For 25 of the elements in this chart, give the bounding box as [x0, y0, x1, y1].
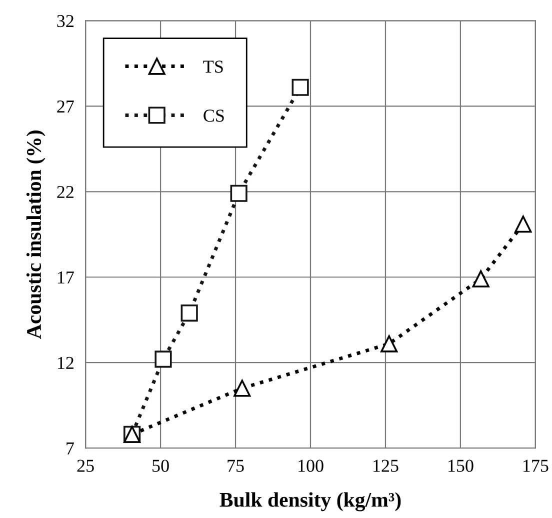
y-axis-title: Acoustic insulation (%) — [26, 130, 46, 339]
point — [230, 184, 248, 202]
y-tick-label: 22 — [57, 186, 74, 198]
point — [234, 380, 251, 397]
x-tick-label: 150 — [448, 460, 474, 472]
x-tick-label: 100 — [298, 460, 324, 472]
x-tick-label: 25 — [77, 460, 94, 472]
point — [180, 304, 198, 322]
x-axis-title: Bulk density (kg/m³) — [220, 492, 401, 512]
y-tick-label: 32 — [57, 15, 74, 28]
y-tick-label: 27 — [57, 100, 74, 112]
y-tick-label: 12 — [58, 356, 74, 369]
y-tick-label: 7 — [66, 442, 74, 454]
point — [292, 78, 309, 96]
legend-label: CS — [204, 110, 224, 122]
point — [154, 350, 172, 368]
y-tick-label: 17 — [58, 271, 74, 284]
point — [514, 216, 532, 233]
x-tick-label: 50 — [152, 460, 169, 472]
x-tick-label: 75 — [228, 460, 244, 472]
x-tick-label: 175 — [523, 460, 548, 472]
legend-label: TS — [203, 60, 223, 73]
x-tick-label: 125 — [374, 460, 398, 472]
point — [380, 335, 398, 352]
point — [472, 270, 490, 288]
